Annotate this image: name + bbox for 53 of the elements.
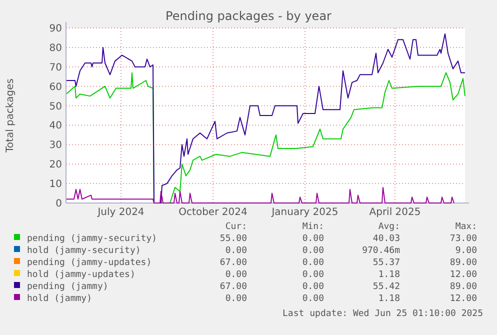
- text: 0.00: [302, 246, 324, 256]
- x-tick-label: January 2025: [270, 207, 338, 218]
- text: 970.46m: [362, 246, 400, 256]
- text: 0.00: [302, 234, 324, 244]
- x-tick-label: April 2025: [369, 207, 421, 218]
- text: 12.00: [450, 294, 477, 304]
- y-tick-label: 40: [49, 120, 62, 132]
- y-axis-title: Total packages: [5, 78, 16, 154]
- y-tick-label: 0: [56, 198, 62, 210]
- text: Min:: [302, 222, 324, 232]
- y-tick-label: 90: [49, 24, 62, 34]
- x-tick-label: July 2024: [96, 207, 144, 218]
- text: 89.00: [450, 282, 477, 292]
- chart-title: Pending packages - by year: [166, 9, 332, 23]
- text: 0.00: [225, 270, 247, 280]
- x-tick-label: October 2024: [178, 207, 248, 218]
- text: 0.00: [302, 282, 324, 292]
- text: 0.00: [225, 294, 247, 304]
- text: 73.00: [450, 234, 477, 244]
- y-tick-label: 60: [49, 82, 62, 93]
- text: 0.00: [225, 246, 247, 256]
- text: Last update: Wed Jun 25 01:10:00 2025: [282, 309, 483, 319]
- legend-label: pending (jammy-updates): [27, 258, 152, 268]
- legend-label: pending (jammy): [27, 282, 108, 292]
- text: 1.18: [378, 294, 400, 304]
- y-tick-label: 20: [49, 160, 62, 171]
- text: 55.37: [372, 258, 400, 268]
- y-tick-label: 50: [49, 101, 62, 112]
- text: 12.00: [450, 270, 477, 280]
- text: 40.03: [372, 234, 400, 244]
- line-series: [66, 33, 466, 204]
- text: 55.42: [372, 282, 400, 292]
- y-tick-label: 30: [49, 140, 62, 152]
- text: Cur:: [225, 222, 247, 232]
- line-series: [66, 186, 454, 204]
- y-tick-label: 80: [49, 42, 62, 54]
- text: Avg:: [378, 222, 400, 232]
- text: 9.00: [455, 246, 477, 256]
- text: 0.00: [302, 258, 324, 268]
- text: 55.00: [220, 234, 247, 244]
- legend-label: hold (jammy-security): [27, 246, 141, 256]
- text: Max:: [455, 222, 477, 232]
- text: 1.18: [378, 270, 400, 280]
- y-tick-label: 10: [49, 179, 62, 190]
- legend-label: hold (jammy-updates): [27, 270, 136, 280]
- text: 0.00: [302, 294, 324, 304]
- y-tick-label: 70: [49, 62, 62, 74]
- text: 67.00: [220, 258, 247, 268]
- text: 67.00: [220, 282, 247, 292]
- legend-label: hold (jammy): [27, 294, 92, 304]
- text: 0.00: [302, 270, 324, 280]
- text: 89.00: [450, 258, 477, 268]
- legend-label: pending (jammy-security): [27, 234, 158, 244]
